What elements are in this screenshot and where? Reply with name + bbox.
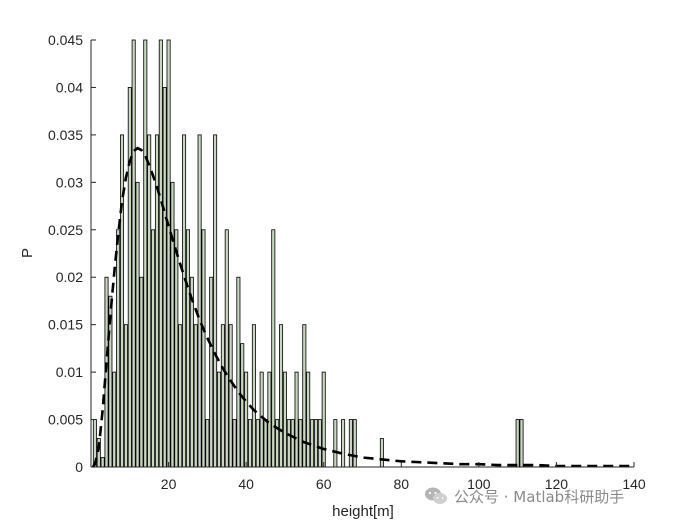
x-tick-label: 60: [316, 476, 332, 492]
histogram-bar: [201, 229, 206, 468]
histogram-bar: [131, 39, 136, 468]
histogram-bar: [279, 324, 284, 468]
x-tick-label: 40: [238, 476, 254, 492]
histogram-bar: [286, 419, 291, 468]
y-tick-label: 0.015: [48, 317, 83, 333]
x-tick-label: 100: [467, 476, 491, 492]
histogram-bar: [170, 181, 175, 468]
histogram-bar: [220, 324, 225, 468]
histogram-bar: [120, 134, 125, 468]
y-tick-label: 0.03: [56, 174, 83, 190]
histogram-bars: [92, 39, 524, 468]
histogram-bar: [147, 134, 152, 468]
x-tick-label: 140: [622, 476, 646, 492]
y-axis-label: P: [19, 248, 36, 258]
histogram-bar: [267, 371, 272, 468]
histogram-bar: [333, 419, 338, 468]
y-tick-label: 0.035: [48, 127, 83, 143]
histogram-bar: [298, 419, 303, 468]
histogram-bar: [100, 457, 105, 468]
axes: [90, 40, 634, 468]
histogram-bar: [154, 134, 159, 468]
x-tick-label: 20: [161, 476, 177, 492]
histogram-bar: [321, 371, 326, 468]
histogram-bar: [143, 39, 148, 468]
fit-curve-layer: [91, 146, 634, 468]
histogram-bar: [158, 39, 163, 468]
histogram-bar: [348, 419, 353, 468]
x-tick-labels: 20 40 60 80 100 120 140: [161, 462, 646, 492]
y-tick-label: 0.045: [48, 32, 83, 48]
y-tick-label: 0.005: [48, 412, 83, 428]
histogram-bar: [282, 371, 287, 468]
histogram-bar: [224, 229, 229, 468]
histogram-bar: [213, 134, 218, 468]
histogram-bar: [255, 419, 260, 468]
histogram-bar: [135, 181, 140, 468]
histogram-bar: [244, 371, 249, 468]
x-tick-label: 120: [545, 476, 569, 492]
y-tick-label: 0.025: [48, 222, 83, 238]
histogram-bar: [123, 324, 128, 468]
histogram-bar: [341, 419, 346, 468]
y-tick-label: 0.01: [56, 364, 83, 380]
histogram-bar: [189, 276, 194, 468]
histogram-bar: [166, 39, 171, 468]
y-tick-labels: 0 0.005 0.01 0.015 0.02 0.025 0.03 0.035 0.04 0.0…: [48, 32, 96, 475]
wechat-icon: [425, 487, 447, 504]
y-tick-label: 0.04: [56, 79, 83, 95]
histogram-bar: [294, 371, 299, 468]
histogram-bar: [185, 229, 190, 468]
histogram-bar: [519, 419, 524, 468]
histogram-bar: [240, 343, 245, 468]
watermark: 公众号 · Matlab科研助手: [424, 484, 624, 508]
histogram-bar: [162, 87, 167, 468]
histogram-bar: [352, 419, 357, 468]
histogram-bar: [139, 276, 144, 468]
histogram-bar: [197, 134, 202, 468]
histogram-bar: [209, 276, 214, 468]
x-axis-label: height[m]: [332, 503, 394, 520]
x-tick-label: 80: [393, 476, 409, 492]
histogram-bar: [236, 276, 241, 468]
histogram-bar: [216, 371, 221, 468]
histogram-bar: [379, 438, 384, 468]
histogram-bar: [259, 371, 264, 468]
histogram-bar: [151, 229, 156, 468]
histogram-bar: [515, 419, 520, 468]
histogram-bar: [127, 87, 132, 468]
y-tick-label: 0: [75, 459, 83, 475]
histogram-bar: [116, 229, 121, 468]
histogram-bar: [306, 371, 311, 468]
histogram-bar: [193, 324, 198, 468]
histogram-bar: [302, 324, 307, 468]
histogram-bar: [317, 419, 322, 468]
histogram-bar: [263, 419, 268, 468]
histogram-bar: [232, 419, 237, 468]
histogram-bar: [248, 419, 253, 468]
histogram-bar: [182, 134, 187, 468]
histogram-bar: [313, 419, 318, 468]
histogram-bar: [251, 324, 256, 468]
histogram-bar: [228, 324, 233, 468]
histogram-bar: [290, 419, 295, 468]
watermark-text: 公众号 · Matlab科研助手: [454, 487, 625, 506]
histogram-bar: [112, 371, 117, 468]
fit-curve: [91, 146, 634, 468]
y-tick-label: 0.02: [56, 269, 83, 285]
histogram-bar: [271, 229, 276, 468]
histogram-bar: [205, 419, 210, 468]
histogram-bar: [174, 229, 179, 468]
histogram-bar: [178, 324, 183, 468]
